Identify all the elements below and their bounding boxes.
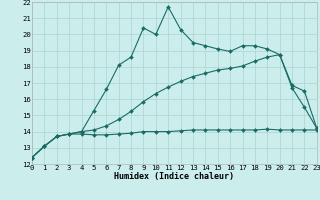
X-axis label: Humidex (Indice chaleur): Humidex (Indice chaleur) [115, 172, 234, 181]
